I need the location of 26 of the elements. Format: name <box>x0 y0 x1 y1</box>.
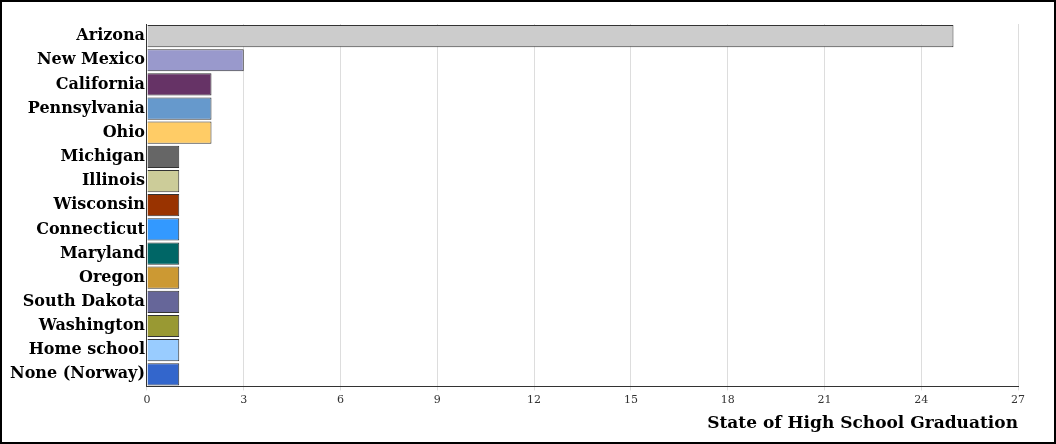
y-tick-label: Illinois <box>81 170 145 190</box>
y-tick-label: None (Norway) <box>10 363 145 383</box>
x-tick-label: 18 <box>720 392 735 406</box>
y-tick-label: California <box>55 73 145 93</box>
x-tick-label: 24 <box>914 392 929 406</box>
x-tick-label: 6 <box>337 392 345 406</box>
y-tick-label: Pennsylvania <box>27 97 145 117</box>
x-tick-label: 9 <box>433 392 441 406</box>
y-tick-label: South Dakota <box>22 291 145 310</box>
y-tick-label: Michigan <box>60 146 146 166</box>
y-tick-label: Arizona <box>75 25 145 45</box>
x-tick-label: 3 <box>240 392 248 406</box>
x-tick-label: 12 <box>527 392 542 406</box>
y-tick-label: Maryland <box>59 242 145 262</box>
y-tick-label: Connecticut <box>36 218 146 238</box>
x-tick-label: 27 <box>1011 392 1025 406</box>
y-tick-label: Oregon <box>78 266 146 286</box>
x-axis-title: State of High School Graduation <box>707 412 1018 433</box>
y-tick-label: Washington <box>37 315 146 335</box>
y-tick-label: Wisconsin <box>52 194 146 214</box>
y-tick-label: Ohio <box>102 121 146 141</box>
x-tick-label: 21 <box>817 392 832 406</box>
x-tick-label: 15 <box>623 392 638 406</box>
y-tick-label: New Mexico <box>36 49 146 69</box>
y-tick-label: Home school <box>28 339 145 359</box>
x-tick-label: 0 <box>143 392 151 406</box>
